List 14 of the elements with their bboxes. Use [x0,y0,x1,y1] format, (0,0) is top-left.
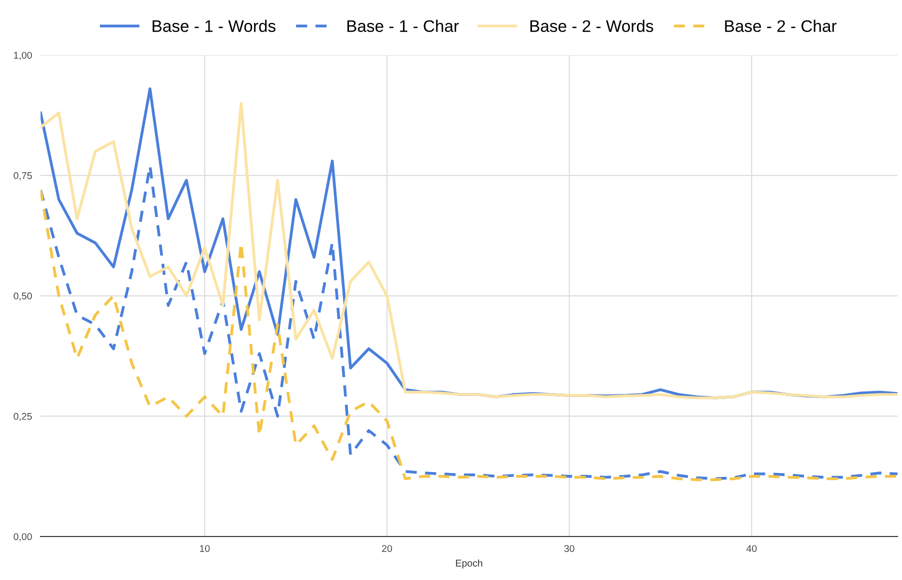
y-tick-label: 0,25 [14,412,32,421]
x-tick-label: 30 [564,545,574,552]
x-tick-label: 20 [382,545,392,552]
y-tick-label: 0,75 [14,172,32,180]
x-tick-label: 10 [200,545,210,552]
legend-label: Base - 2 - Char [725,20,836,32]
y-tick-label: 1,00 [14,52,32,60]
x-axis-title: Epoch [456,559,482,569]
legend-label: Base - 1 - Char [347,20,459,32]
y-tick-label: 0,00 [14,533,32,542]
x-tick-label: 40 [746,545,757,552]
legend-label: Base - 2 - Words [530,20,654,32]
y-tick-label: 0,50 [14,292,32,301]
legend-label: Base - 1 - Words [152,20,276,32]
